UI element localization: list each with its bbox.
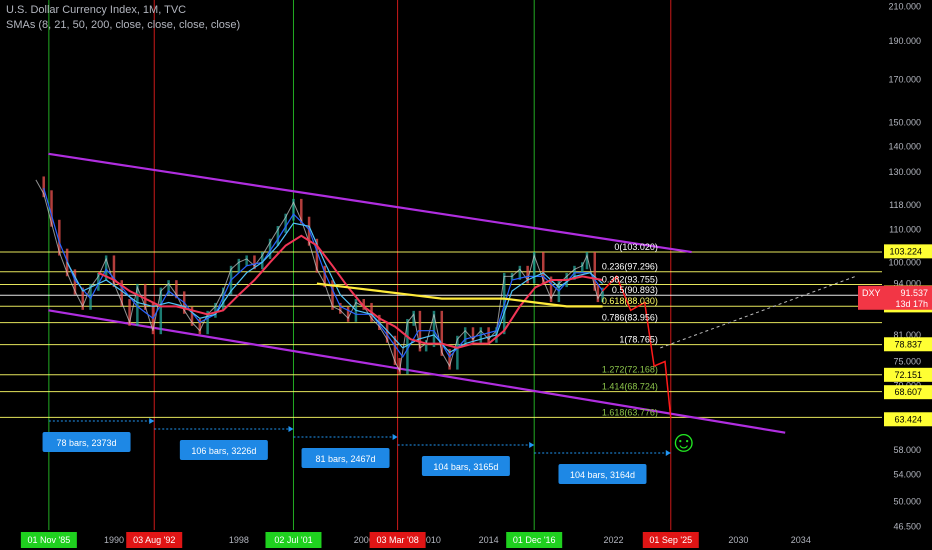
price-tag — [884, 367, 932, 382]
x-date-label: 01 Dec '16 — [513, 535, 556, 545]
y-tick-label: 100.000 — [888, 257, 921, 267]
y-tick-label: 50.000 — [893, 496, 921, 506]
price-tag-label: 63.424 — [894, 414, 922, 424]
bar-range-arrow — [149, 418, 155, 424]
bar-count-label: 78 bars, 2373d — [57, 438, 117, 448]
channels — [48, 152, 856, 434]
y-tick-label: 140.000 — [888, 141, 921, 151]
fib-level-label: 0.382(93.755) — [602, 275, 658, 285]
x-date-label: 01 Nov '85 — [27, 535, 70, 545]
x-date-tag — [506, 532, 563, 548]
sma-21-line — [66, 222, 603, 354]
date-lines — [48, 0, 672, 530]
y-tick-label: 190.000 — [888, 36, 921, 46]
fib-level-label: 0.236(97.296) — [602, 262, 658, 272]
fib-level-label: 1.272(72.168) — [602, 365, 658, 375]
fib-level-label: 0.5(90.893) — [612, 285, 658, 295]
series — [35, 176, 672, 419]
fib-labels: 0(103.020) 0.236(97.296) 0.382(93.755)0.5(… — [602, 242, 658, 417]
y-tick-label: 94.000 — [893, 279, 921, 289]
price-tag-label: 72.151 — [894, 370, 922, 380]
bar-range-arrow — [288, 426, 294, 432]
sma-8-line — [43, 187, 604, 358]
bar-range-arrow — [529, 442, 535, 448]
x-tick-label: 2034 — [791, 535, 811, 545]
x-date-tag — [642, 532, 699, 548]
bar-count-box — [558, 464, 647, 484]
x-tick-label: 2014 — [479, 535, 499, 545]
x-date-label: 03 Aug '92 — [133, 535, 175, 545]
y-tick-label: 75.000 — [893, 356, 921, 366]
price-tag-label: 78.837 — [894, 339, 922, 349]
y-tick-label: 54.000 — [893, 470, 921, 480]
fib-level-label: 1.618(63.776) — [602, 407, 658, 417]
projection-line — [602, 275, 672, 419]
y-tick-label: 46.500 — [893, 521, 921, 531]
bar-range-arrow — [392, 434, 398, 440]
fib-level-label: 0.618(88.030) — [602, 296, 658, 306]
bar-count-label: 81 bars, 2467d — [316, 454, 376, 464]
x-date-tag — [265, 532, 322, 548]
bar-count-box — [421, 456, 510, 476]
x-date-label: 03 Mar '08 — [376, 535, 418, 545]
x-date-tag — [126, 532, 183, 548]
bar-count-labels: 78 bars, 2373d 106 bars, 3226d 81 bars, 24… — [42, 418, 671, 484]
y-tick-label: 210.000 — [888, 2, 921, 12]
last-price-tag — [858, 285, 932, 310]
y-tick-label: 170.000 — [888, 74, 921, 84]
x-tick-label: 2010 — [421, 535, 441, 545]
bar-count-label: 104 bars, 3165d — [433, 462, 498, 472]
x-date-tag — [369, 532, 426, 548]
price-tag — [884, 412, 932, 427]
x-date-label: 01 Sep '25 — [649, 535, 692, 545]
sma-200-line — [316, 282, 603, 308]
y-tick-label: 150.000 — [888, 118, 921, 128]
y-tick-label: 81.000 — [893, 330, 921, 340]
y-tick-label: 118.000 — [889, 200, 921, 210]
x-date-label: 02 Jul '01 — [274, 535, 312, 545]
x-tick-label: 1998 — [229, 535, 249, 545]
y-tick-label: 110.000 — [889, 224, 921, 234]
channel-lower-line — [48, 309, 786, 434]
price-tag — [884, 337, 932, 352]
x-tick-label: 2030 — [728, 535, 748, 545]
bar-count-box — [301, 448, 390, 468]
x-tick-label: 2006 — [354, 535, 374, 545]
bar-count-label: 106 bars, 3226d — [191, 446, 256, 456]
price-tag — [884, 244, 932, 259]
bar-count-box — [179, 440, 268, 460]
bar-range-arrow — [665, 450, 671, 456]
price-tag-label: 103.224 — [889, 246, 922, 256]
y-axis-background — [882, 0, 932, 550]
y-axis[interactable]: 210.000 190.000 170.000 150.000 140.000 130.0… — [858, 0, 932, 550]
y-tick-label: 58.000 — [893, 445, 921, 455]
x-axis-background — [0, 530, 932, 550]
fib-level-label: 0.786(83.956) — [602, 313, 658, 323]
projection-dashed-line — [660, 275, 856, 349]
x-tick-label: 2022 — [603, 535, 623, 545]
price-tag — [884, 385, 932, 400]
fib-level-label: 0(103.020) — [614, 242, 658, 252]
countdown-label: 13d 17h — [895, 299, 928, 309]
symbol-label: DXY — [862, 288, 881, 298]
smiley-icon: ☺ — [668, 425, 699, 458]
y-tick-label: 130.000 — [888, 167, 921, 177]
x-axis[interactable]: 1990 1998 2006 2010 2014 2022 2030 2034 01 Nov '… — [0, 530, 932, 550]
fib-level-label: 1.414(68.724) — [602, 382, 658, 392]
chart-title: U.S. Dollar Currency Index, 1M, TVC — [6, 4, 187, 16]
price-line — [35, 179, 604, 373]
price-tag-label: 68.607 — [894, 387, 922, 397]
fib-level-label: 1(78.765) — [619, 335, 658, 345]
bar-count-box — [42, 432, 131, 452]
bar-count-label: 104 bars, 3164d — [570, 470, 635, 480]
indicator-legend[interactable]: SMAs (8, 21, 50, 200, close, close, clos… — [6, 19, 241, 31]
last-price-label: 91.537 — [900, 288, 928, 298]
x-tick-label: 1990 — [104, 535, 124, 545]
target-marker: ☺ — [668, 425, 699, 458]
x-date-tag — [20, 532, 77, 548]
channel-upper-line — [48, 152, 692, 254]
